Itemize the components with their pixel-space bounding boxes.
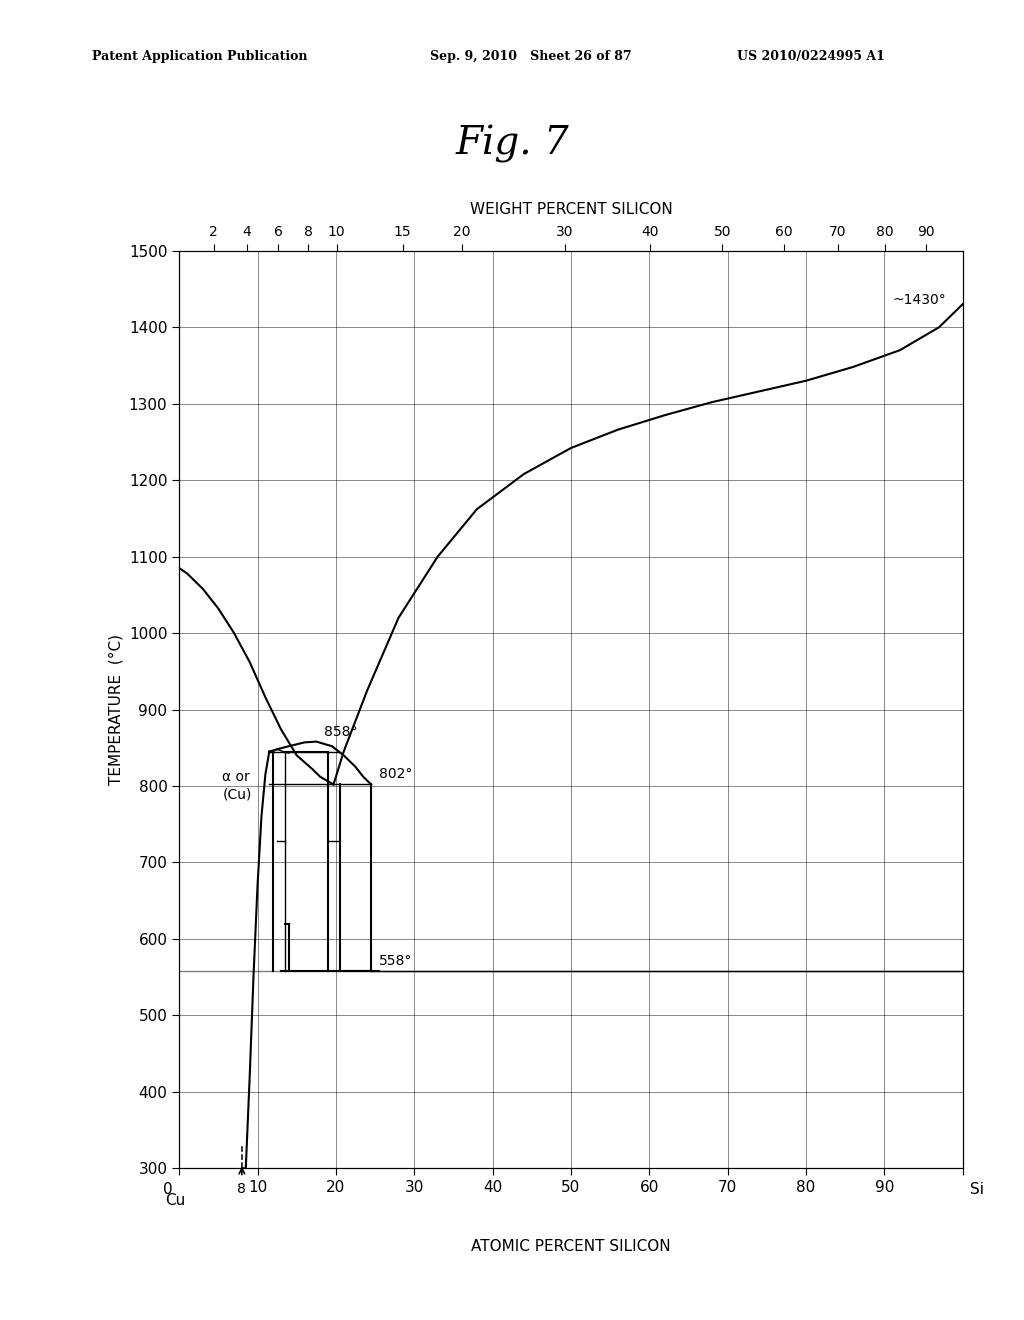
Text: Sep. 9, 2010   Sheet 26 of 87: Sep. 9, 2010 Sheet 26 of 87 xyxy=(430,50,632,63)
Text: 802°: 802° xyxy=(379,767,413,781)
Text: 8: 8 xyxy=(238,1181,247,1196)
Text: US 2010/0224995 A1: US 2010/0224995 A1 xyxy=(737,50,885,63)
Text: α or
(Cu): α or (Cu) xyxy=(222,771,252,801)
Text: 558°: 558° xyxy=(379,954,413,968)
Text: 858°: 858° xyxy=(325,725,357,739)
Y-axis label: TEMPERATURE  (°C): TEMPERATURE (°C) xyxy=(109,634,123,785)
Text: Si: Si xyxy=(971,1181,984,1197)
X-axis label: WEIGHT PERCENT SILICON: WEIGHT PERCENT SILICON xyxy=(470,202,672,216)
X-axis label: ATOMIC PERCENT SILICON: ATOMIC PERCENT SILICON xyxy=(471,1239,671,1254)
Text: Patent Application Publication: Patent Application Publication xyxy=(92,50,307,63)
Text: Cu: Cu xyxy=(165,1193,185,1208)
Text: ~1430°: ~1430° xyxy=(892,293,946,308)
Text: 0: 0 xyxy=(163,1181,172,1197)
Text: Fig. 7: Fig. 7 xyxy=(455,125,569,164)
